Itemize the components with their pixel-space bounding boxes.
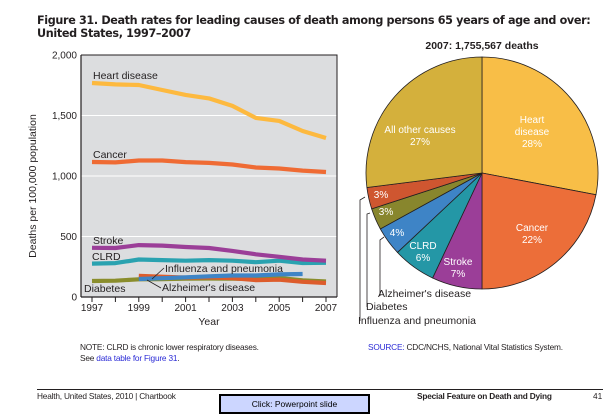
callout-line-influenza <box>359 196 366 321</box>
series-label-diabetes: Diabetes <box>84 283 125 295</box>
series-line-cancer <box>91 158 327 175</box>
figure-source: SOURCE: CDC/NCHS, National Vital Statist… <box>368 342 563 352</box>
footer-divider <box>37 389 603 390</box>
series-line-heart-disease <box>91 80 327 141</box>
pie-label-diabetes: 3% <box>379 207 394 218</box>
footer-publication: Health, United States, 2010 | Chartbook <box>37 391 176 401</box>
pie-slice-cancer <box>481 172 597 290</box>
callout-label-diabetes: Diabetes <box>366 301 407 313</box>
series-label-influenza: Influenza and pneumonia <box>165 263 283 275</box>
series-label-alzheimers: Alzheimer's disease <box>162 282 255 294</box>
series-line-alzheimer-s-disease <box>138 271 303 282</box>
pie-slice-heart-disease <box>481 56 599 196</box>
pie-label-heart-disease: disease <box>515 127 550 138</box>
pie-label-cancer: Cancer <box>516 223 549 234</box>
pie-label-stroke: Stroke <box>444 257 473 268</box>
pie-label-alzheimers: 4% <box>390 228 405 239</box>
series-line-stroke <box>91 243 327 263</box>
pie-label-all-other: All other causes <box>384 125 455 136</box>
pie-label-cancer: 22% <box>522 235 542 246</box>
pie-title: 2007: 1,755,567 deaths <box>425 40 538 52</box>
x-tick-label: 1999 <box>128 303 151 314</box>
x-tick-label: 2005 <box>268 303 291 314</box>
x-tick-label: 2007 <box>315 303 338 314</box>
see-suffix: . <box>177 353 180 363</box>
series-line-clrd <box>91 257 327 266</box>
callout-line-alzheimers <box>146 279 162 289</box>
callout-label-influenza: Influenza and pneumonia <box>358 315 476 327</box>
pie-label-stroke: 7% <box>451 269 466 280</box>
y-tick-label: 2,000 <box>52 51 77 62</box>
callout-line-influenza <box>151 267 165 280</box>
see-line: See data table for Figure 31. <box>80 353 259 364</box>
see-prefix: See <box>80 353 97 363</box>
series-label-clrd: CLRD <box>92 251 121 263</box>
pie-label-heart-disease: Heart <box>520 115 545 126</box>
plot-frame <box>81 54 338 297</box>
callout-line-diabetes <box>366 212 371 307</box>
series-label-cancer: Cancer <box>93 149 127 161</box>
x-tick-label: 2001 <box>174 303 197 314</box>
pie-label-clrd: CLRD <box>409 241 436 252</box>
x-axis-title: Year <box>198 316 220 328</box>
pie-label-influenza: 3% <box>374 190 389 201</box>
y-tick-label: 1,000 <box>52 172 77 183</box>
footer-section: Special Feature on Death and Dying <box>417 391 552 401</box>
pie-label-heart-disease: 28% <box>522 139 542 150</box>
data-table-link[interactable]: data table for Figure 31 <box>96 353 178 363</box>
pie-slice-all-other-causes <box>365 56 483 188</box>
callout-label-alzheimers: Alzheimer's disease <box>378 288 471 300</box>
powerpoint-slide-button[interactable]: Click: Powerpoint slide <box>219 394 370 414</box>
pie-label-clrd: 6% <box>416 253 431 264</box>
y-tick-label: 500 <box>60 232 77 243</box>
page-number: 41 <box>593 391 603 401</box>
note-text: NOTE: CLRD is chronic lower respiratory … <box>80 342 259 352</box>
series-label-stroke: Stroke <box>93 235 124 247</box>
x-tick-label: 2003 <box>221 303 244 314</box>
callout-line-alzheimers <box>379 236 385 296</box>
series-label-heart-disease: Heart disease <box>93 70 158 82</box>
figure-note: NOTE: CLRD is chronic lower respiratory … <box>80 342 259 364</box>
y-tick-label: 1,500 <box>52 111 77 122</box>
source-link[interactable]: SOURCE: <box>368 342 405 352</box>
y-axis-title: Deaths per 100,000 population <box>27 114 39 258</box>
pie-label-all-other: 27% <box>410 137 430 148</box>
y-tick-label: 0 <box>71 293 77 304</box>
x-tick-label: 1997 <box>81 303 104 314</box>
line-chart: 0 500 1,000 1,500 2,000 1997 1999 2001 2003 2005 2… <box>27 51 338 329</box>
figure-title: Figure 31. Death rates for leading cause… <box>37 14 591 40</box>
source-text: CDC/NCHS, National Vital Statistics Syst… <box>404 342 564 352</box>
